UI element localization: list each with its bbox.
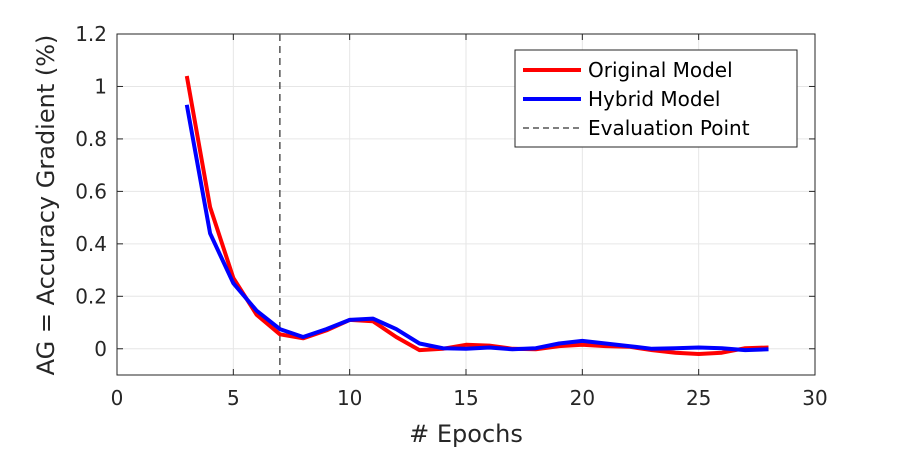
- legend-label: Evaluation Point: [588, 116, 750, 140]
- legend: Original Model Hybrid Model Evaluation Poi…: [514, 49, 798, 148]
- series-line-hybrid-model: [184, 104, 769, 353]
- y-tick-label: 0.2: [75, 284, 107, 308]
- legend-label: Original Model: [588, 58, 733, 82]
- legend-label: Hybrid Model: [588, 87, 720, 111]
- y-axis-title: AG = Accuracy Gradient (%): [32, 35, 60, 376]
- x-tick-label: 0: [111, 386, 124, 410]
- y-tick-label: 1: [94, 74, 107, 98]
- y-tick-label: 0.8: [75, 127, 107, 151]
- legend-entry-evaluation-point: Evaluation Point: [523, 116, 750, 140]
- y-tick-label: 0.6: [75, 179, 107, 203]
- x-tick-label: 25: [686, 386, 711, 410]
- series-line-original-model: [184, 75, 769, 356]
- x-tick-label: 20: [570, 386, 595, 410]
- plot-area: [184, 34, 769, 375]
- x-tick-label: 15: [453, 386, 478, 410]
- x-axis-title: # Epochs: [409, 420, 523, 448]
- x-tick-label: 10: [337, 386, 362, 410]
- y-tick-label: 0.4: [75, 232, 107, 256]
- legend-entry-original-model: Original Model: [523, 58, 733, 82]
- x-tick-label: 5: [227, 386, 240, 410]
- y-tick-label: 1.2: [75, 22, 107, 46]
- y-tick-label: 0: [94, 337, 107, 361]
- legend-entry-hybrid-model: Hybrid Model: [523, 87, 720, 111]
- ticks: 0 5 10 15 20 25 30 0 0.2 0.4 0.6 0.8 1 1.2: [75, 22, 828, 410]
- x-tick-label: 30: [802, 386, 827, 410]
